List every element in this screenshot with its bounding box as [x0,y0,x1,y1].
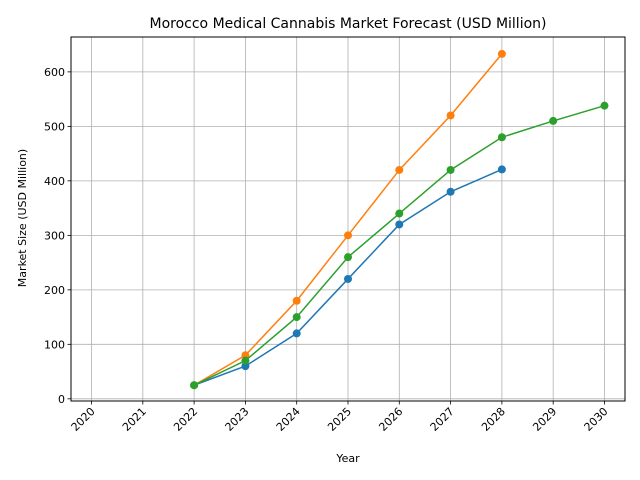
x-tick-label: 2021 [120,405,149,434]
series-1-point [292,329,301,338]
y-tick-label: 400 [44,175,65,188]
series-3-point [395,209,404,218]
series-1-point [395,220,404,229]
x-tick-label: 2030 [582,405,611,434]
series-2-point [497,49,506,58]
series-1-point [446,187,455,196]
y-tick-label: 0 [58,393,65,406]
series-1-point [497,165,506,174]
x-tick-label: 2027 [428,405,457,434]
grid-lines [71,37,625,401]
y-tick-label: 200 [44,284,65,297]
x-tick-label: 2028 [479,405,508,434]
y-tick-label: 500 [44,120,65,133]
x-tick-label: 2023 [223,405,252,434]
x-tick-label: 2020 [69,405,98,434]
chart-title: Morocco Medical Cannabis Market Forecast… [150,16,547,32]
series-3-point [549,116,558,125]
series-3-point [344,253,352,262]
series-1-point [344,274,352,283]
series-2-point [446,111,455,120]
data-series [190,49,609,390]
y-axis-label: Market Size (USD Million) [16,149,29,287]
x-tick-label: 2025 [325,405,354,434]
series-3-point [190,381,199,390]
y-axis-ticks: 0 100 200 300 400 500 600 [44,66,71,406]
x-tick-label: 2026 [376,405,405,434]
x-axis-label: Year [335,452,360,465]
y-tick-label: 100 [44,338,65,351]
x-tick-label: 2022 [171,405,200,434]
series-3-point [241,356,250,365]
x-tick-label: 2029 [530,405,559,434]
series-3-point [497,133,506,142]
y-tick-label: 600 [44,66,65,79]
series-3-point [292,313,301,322]
x-axis-ticks: 2020 2021 2022 2023 2024 2025 2026 2027 2028 2029… [69,401,611,434]
series-3-point [600,101,609,110]
series-2-point [344,231,352,240]
x-tick-label: 2024 [274,405,303,434]
series-3-point [446,165,455,174]
y-tick-label: 300 [44,229,65,242]
series-2-point [292,296,301,305]
series-2-point [395,165,404,174]
